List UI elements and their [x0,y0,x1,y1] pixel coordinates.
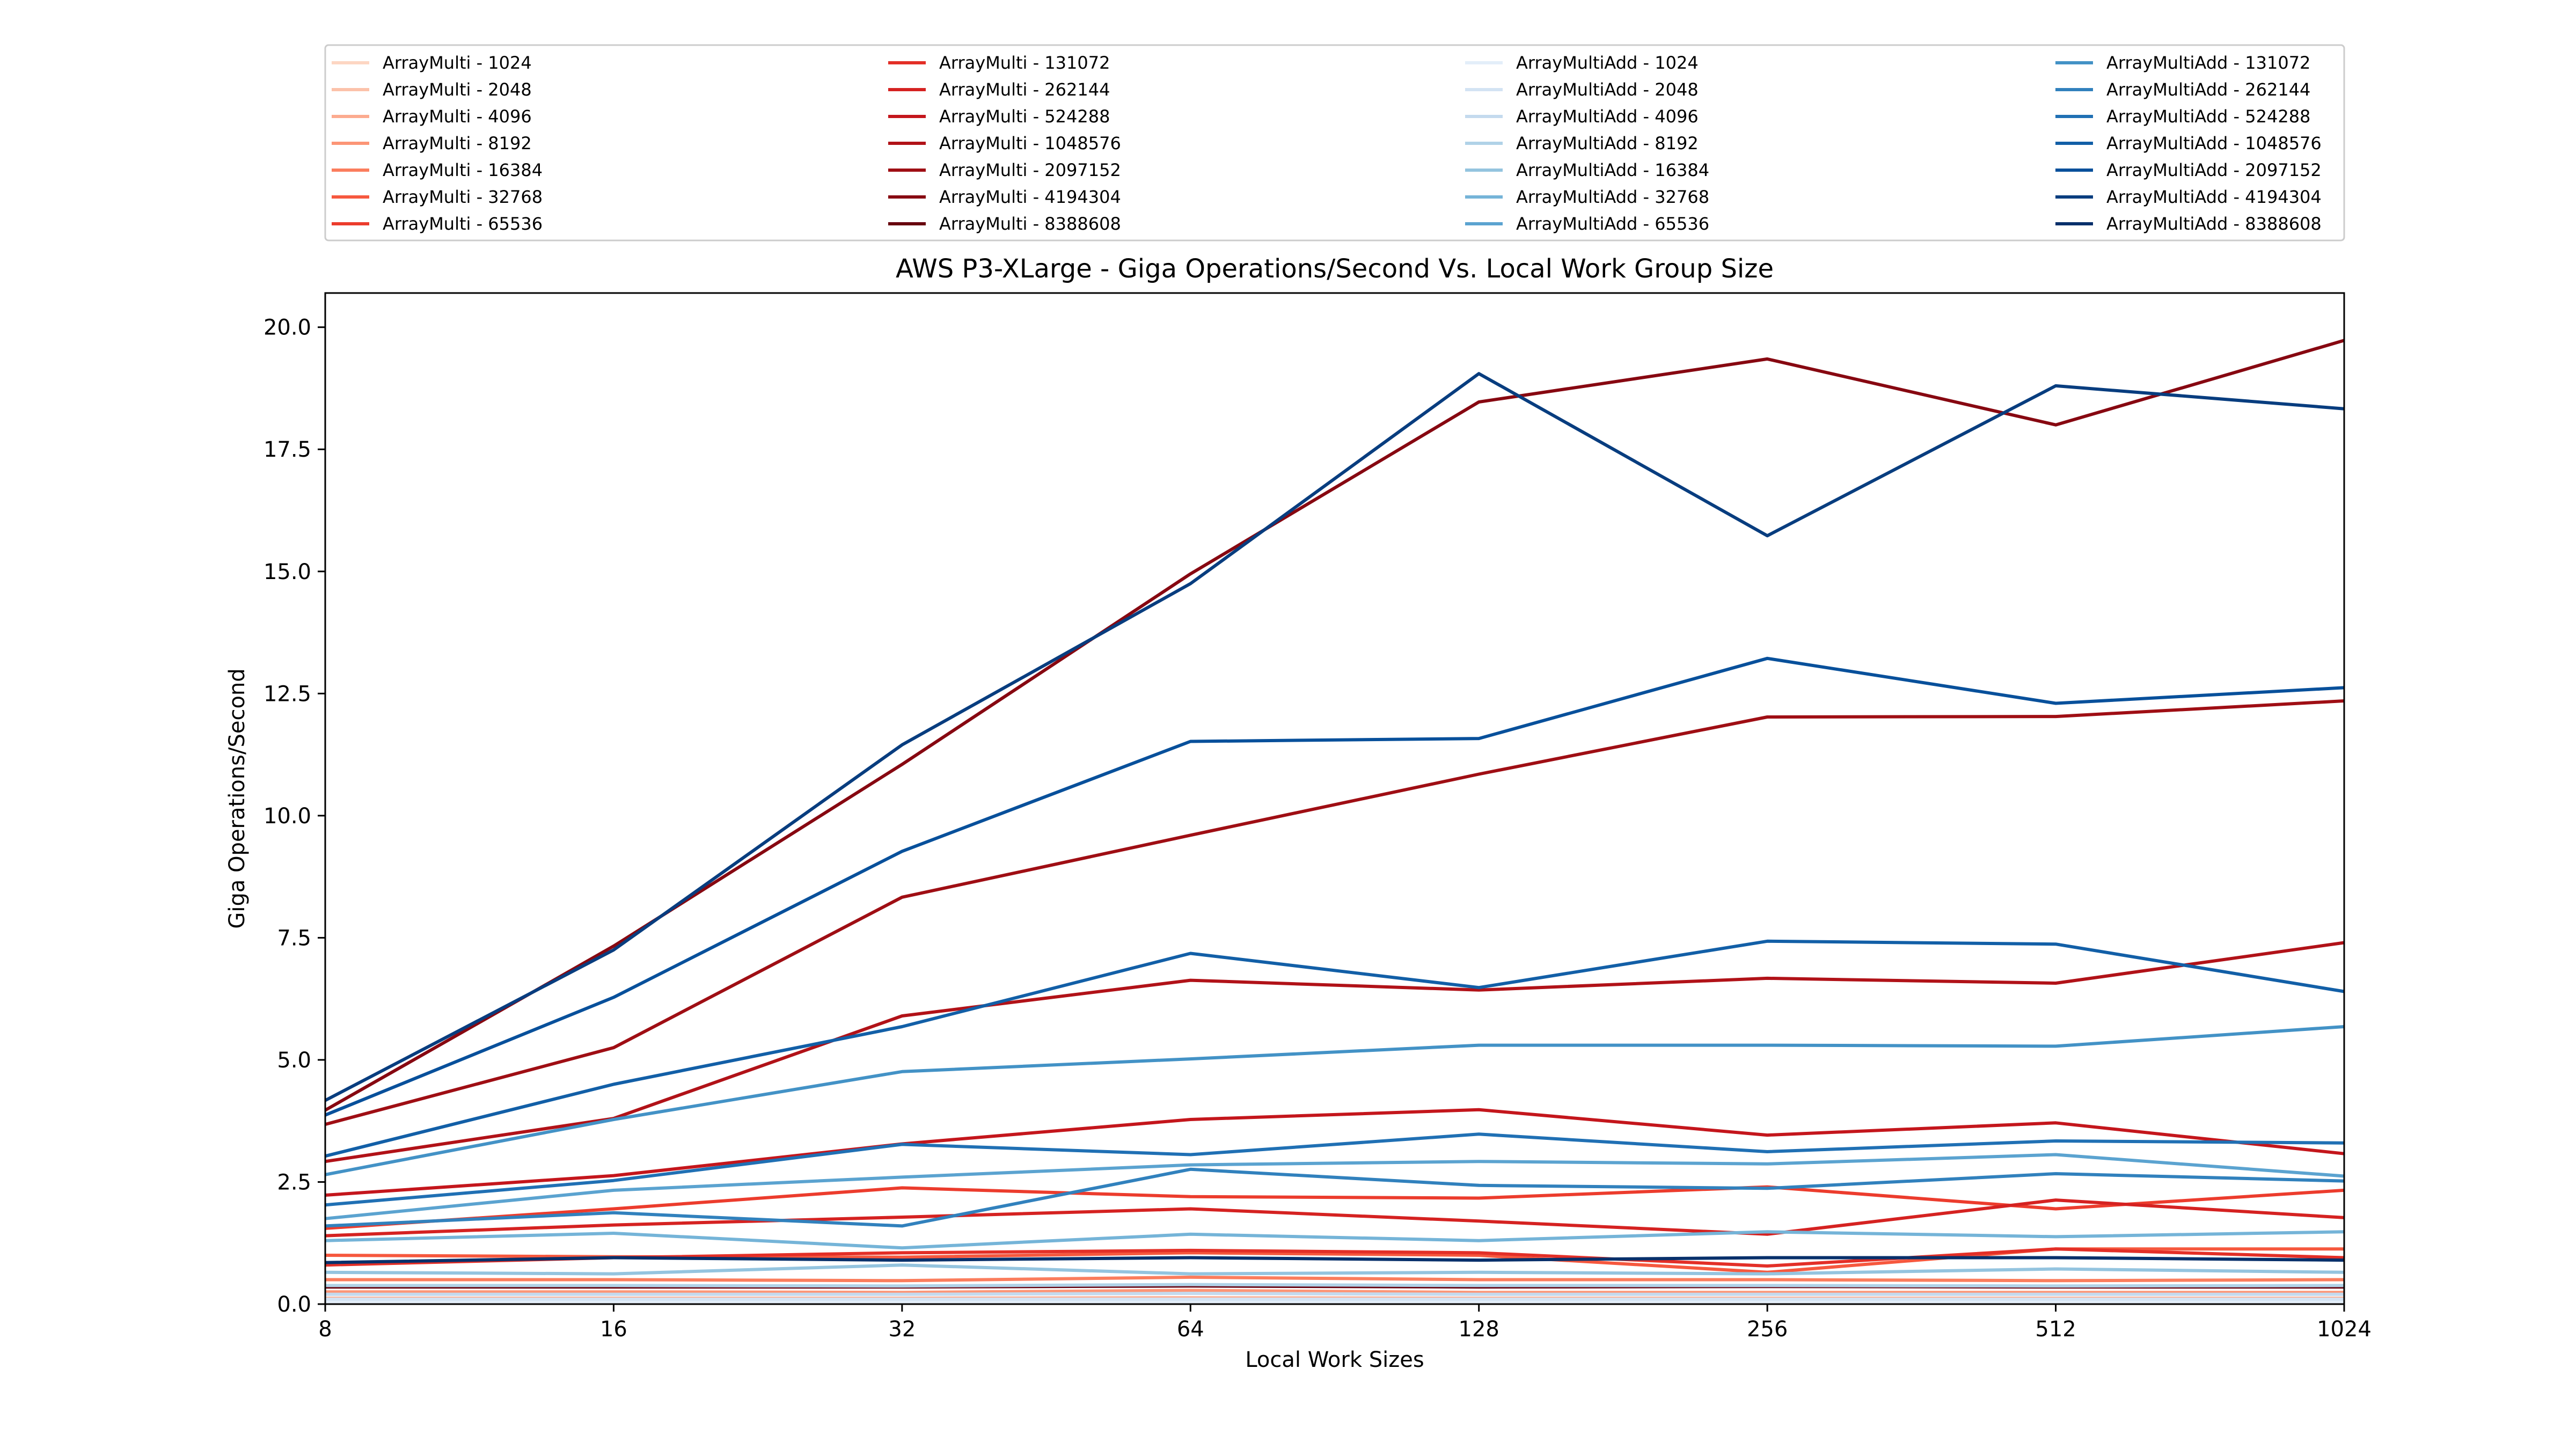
series-lines [324,339,2345,1305]
y-tick-label: 0.0 [277,1292,311,1317]
series-line [325,1230,2345,1250]
legend-entry: ArrayMultiAdd - 131072 [2106,53,2310,73]
series-line [325,1263,2345,1276]
series-line [325,941,2345,1163]
x-axis: 8 16 32 64 128 256 512 1024 [318,1304,2372,1342]
series-line [324,372,2345,1102]
y-tick-label: 17.5 [264,437,311,462]
legend-entry: ArrayMultiAdd - 65536 [1516,214,1709,234]
legend-entry: ArrayMulti - 32768 [383,187,543,207]
series-line [325,1185,2345,1230]
series-line [324,656,2345,1117]
x-tick-label: 32 [888,1317,916,1342]
series-line [325,1289,2344,1294]
x-tick-label: 16 [600,1317,627,1342]
y-tick-label: 5.0 [277,1048,311,1073]
y-tick-label: 12.5 [264,682,311,706]
legend-entry: ArrayMultiAdd - 2097152 [2106,160,2322,180]
plot-frame [324,292,2345,1305]
series-line [325,1198,2345,1238]
legend-entry: ArrayMultiAdd - 4096 [1516,106,1699,127]
series-line [325,1153,2345,1220]
series-line [325,1275,2345,1283]
series-line [325,1132,2345,1207]
chart-title: AWS P3-XLarge - Giga Operations/Second V… [896,254,1774,284]
legend-entry: ArrayMulti - 4194304 [939,187,1121,207]
legend-entry: ArrayMulti - 1024 [383,53,532,73]
y-axis-label: Giga Operations/Second [225,668,250,928]
legend-entry: ArrayMulti - 524288 [939,106,1110,127]
series-line [325,1283,2345,1288]
legend-entry: ArrayMultiAdd - 262144 [2106,79,2310,100]
y-tick-label: 7.5 [277,926,311,950]
legend-entry: ArrayMulti - 2097152 [939,160,1121,180]
legend-entry: ArrayMultiAdd - 8192 [1516,133,1699,153]
series-line [325,1167,2345,1228]
legend-entry: ArrayMultiAdd - 1024 [1516,53,1699,73]
legend-entry: ArrayMulti - 262144 [939,79,1110,100]
series-line [325,1256,2345,1264]
legend-entry: ArrayMulti - 4096 [383,106,532,127]
x-tick-label: 64 [1177,1317,1204,1342]
legend-entry: ArrayMulti - 2048 [383,79,532,100]
series-line [325,1292,2344,1296]
legend-frame [324,44,2345,241]
x-tick-label: 1024 [2317,1317,2372,1342]
legend-entry: ArrayMultiAdd - 524288 [2106,106,2310,127]
y-tick-label: 2.5 [277,1170,311,1195]
legend-entry: ArrayMultiAdd - 2048 [1516,79,1699,100]
legend-entry: ArrayMultiAdd - 16384 [1516,160,1709,180]
y-axis: 0.0 2.5 5.0 7.5 10.0 12.5 15.0 17.5 20.0 [264,316,325,1317]
legend-entry: ArrayMulti - 8192 [383,133,532,153]
legend-entry: ArrayMultiAdd - 32768 [1516,187,1709,207]
x-tick-label: 256 [1747,1317,1788,1342]
legend-entry: ArrayMultiAdd - 8388608 [2106,214,2322,234]
legend-entry: ArrayMulti - 1048576 [939,133,1121,153]
y-tick-label: 20.0 [264,316,311,340]
legend-entry: ArrayMultiAdd - 4194304 [2106,187,2322,207]
series-line [325,699,2345,1126]
legend-entry: ArrayMulti - 131072 [939,53,1110,73]
x-tick-label: 512 [2035,1317,2076,1342]
x-tick-label: 128 [1459,1317,1499,1342]
x-tick-label: 8 [318,1317,332,1342]
legend-entry: ArrayMulti - 8388608 [939,214,1121,234]
legend-entry: ArrayMulti - 16384 [383,160,543,180]
series-line [325,939,2345,1158]
legend-entry: ArrayMulti - 65536 [383,214,543,234]
series-line [325,1025,2345,1176]
y-tick-label: 15.0 [264,560,311,584]
series-line [324,339,2345,1112]
legend: ArrayMulti - 1024 ArrayMulti - 2048 ArrayM… [324,44,2345,241]
series-line [325,1108,2345,1197]
y-tick-label: 10.0 [264,804,311,829]
legend-entry: ArrayMultiAdd - 1048576 [2106,133,2322,153]
x-axis-label: Local Work Sizes [1245,1348,1424,1372]
